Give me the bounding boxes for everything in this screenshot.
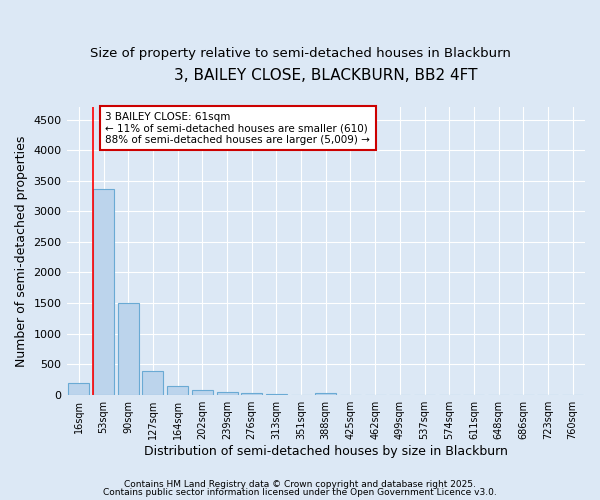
Bar	[142, 372, 163, 394]
Bar	[217, 392, 238, 394]
X-axis label: Distribution of semi-detached houses by size in Blackburn: Distribution of semi-detached houses by …	[144, 444, 508, 458]
Text: Size of property relative to semi-detached houses in Blackburn: Size of property relative to semi-detach…	[89, 48, 511, 60]
Y-axis label: Number of semi-detached properties: Number of semi-detached properties	[15, 136, 28, 366]
Bar	[167, 386, 188, 394]
Text: Contains public sector information licensed under the Open Government Licence v3: Contains public sector information licen…	[103, 488, 497, 497]
Text: Contains HM Land Registry data © Crown copyright and database right 2025.: Contains HM Land Registry data © Crown c…	[124, 480, 476, 489]
Bar	[192, 390, 213, 394]
Text: 3 BAILEY CLOSE: 61sqm
← 11% of semi-detached houses are smaller (610)
88% of sem: 3 BAILEY CLOSE: 61sqm ← 11% of semi-deta…	[106, 112, 370, 145]
Bar	[68, 384, 89, 394]
Bar	[241, 393, 262, 394]
Bar	[118, 303, 139, 394]
Bar	[93, 189, 114, 394]
Bar	[315, 392, 336, 394]
Title: 3, BAILEY CLOSE, BLACKBURN, BB2 4FT: 3, BAILEY CLOSE, BLACKBURN, BB2 4FT	[174, 68, 478, 82]
